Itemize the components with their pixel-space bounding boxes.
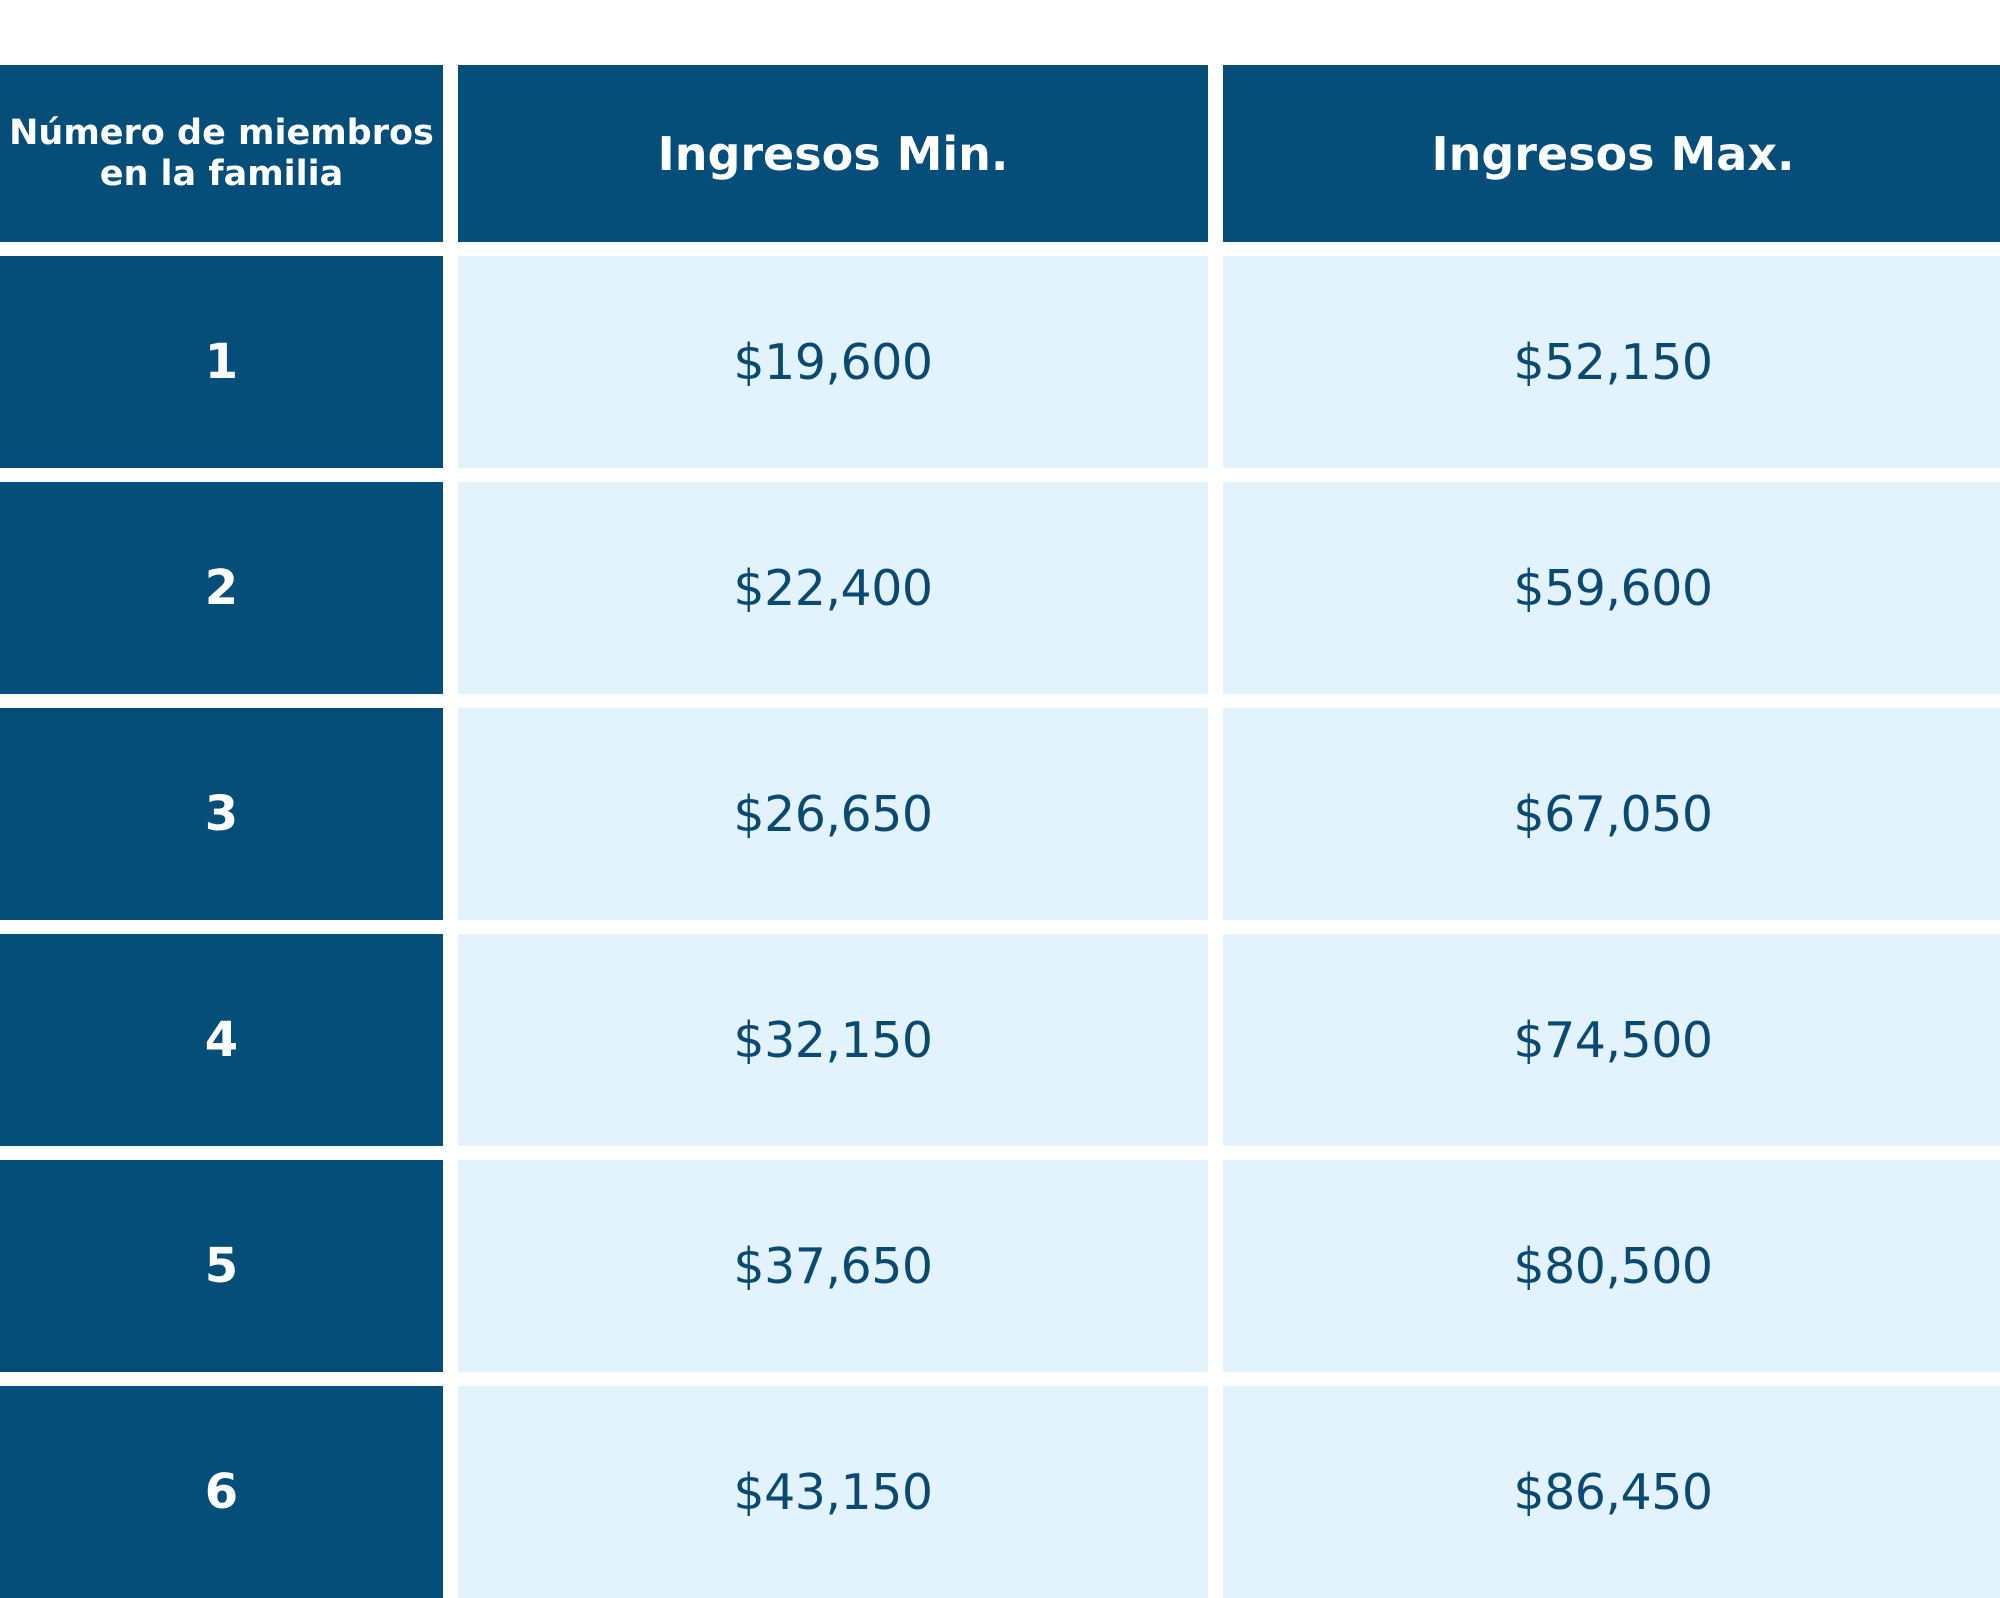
row-members-count: 3 [0, 708, 443, 920]
row-members-count: 2 [0, 482, 443, 694]
min-income-value: $32,150 [458, 934, 1208, 1146]
income-table: Número de miembros en la familia Ingreso… [0, 65, 2000, 1598]
max-income-value: $80,500 [1223, 1160, 2000, 1372]
max-income-value: $59,600 [1223, 482, 2000, 694]
min-income-value: $37,650 [458, 1160, 1208, 1372]
header-max-income: Ingresos Max. [1223, 65, 2000, 242]
max-income-value: $86,450 [1223, 1386, 2000, 1598]
row-members-count: 5 [0, 1160, 443, 1372]
min-income-value: $43,150 [458, 1386, 1208, 1598]
max-income-value: $52,150 [1223, 256, 2000, 468]
header-family-members: Número de miembros en la familia [0, 65, 443, 242]
row-members-count: 1 [0, 256, 443, 468]
row-members-count: 4 [0, 934, 443, 1146]
min-income-value: $22,400 [458, 482, 1208, 694]
min-income-value: $26,650 [458, 708, 1208, 920]
header-min-income: Ingresos Min. [458, 65, 1208, 242]
max-income-value: $67,050 [1223, 708, 2000, 920]
max-income-value: $74,500 [1223, 934, 2000, 1146]
min-income-value: $19,600 [458, 256, 1208, 468]
row-members-count: 6 [0, 1386, 443, 1598]
